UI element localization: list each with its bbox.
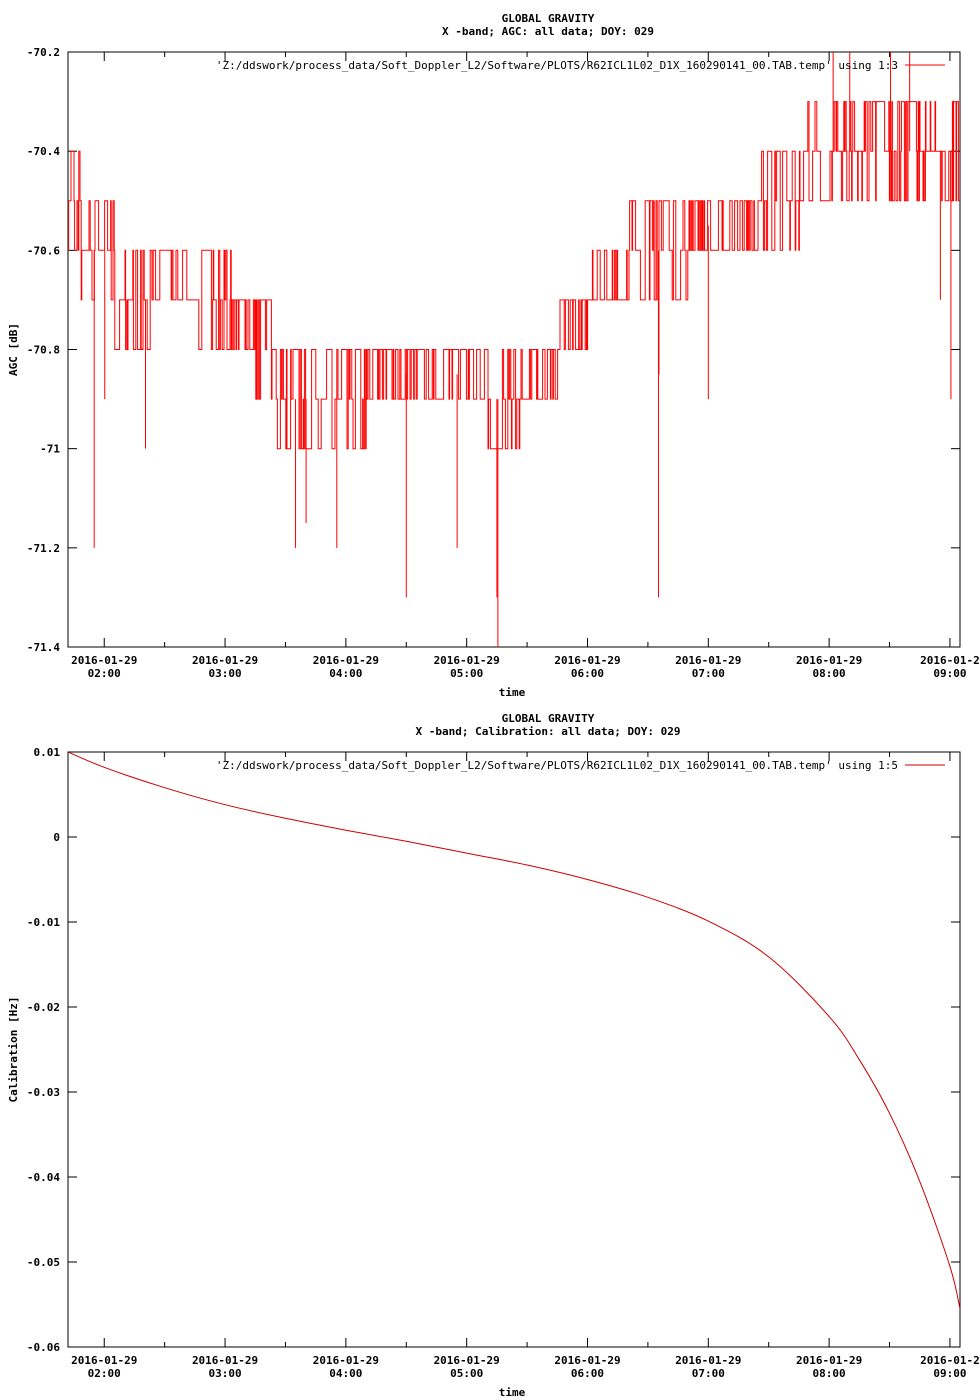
x-tick-time: 04:00 <box>329 1367 362 1380</box>
y-tick-label: 0 <box>53 831 60 844</box>
x-tick-date: 2016-01-29 <box>554 1354 620 1367</box>
x-tick-time: 05:00 <box>450 667 483 680</box>
x-tick-time: 08:00 <box>813 667 846 680</box>
x-tick-time: 07:00 <box>692 1367 725 1380</box>
x-tick-date: 2016-01-29 <box>192 1354 258 1367</box>
legend-entry-text: 'Z:/ddswork/process_data/Soft_Doppler_L2… <box>216 59 898 72</box>
x-tick-time: 03:00 <box>208 667 241 680</box>
y-tick-label: -71.2 <box>27 542 60 555</box>
x-tick-time: 02:00 <box>88 1367 121 1380</box>
chart-title: GLOBAL GRAVITY <box>502 712 595 725</box>
y-tick-label: -70.8 <box>27 344 60 357</box>
chart-title: GLOBAL GRAVITY <box>502 12 595 25</box>
y-tick-label: -70.4 <box>27 145 60 158</box>
x-tick-date: 2016-01-29 <box>434 1354 500 1367</box>
plot-frame <box>67 751 961 1348</box>
x-axis-label: time <box>499 686 526 699</box>
x-tick-date: 2016-01-29 <box>675 654 741 667</box>
x-tick-time: 08:00 <box>813 1367 846 1380</box>
y-tick-label: -0.04 <box>27 1171 60 1184</box>
y-tick-label: -70.6 <box>27 244 60 257</box>
x-tick-time: 04:00 <box>329 667 362 680</box>
x-tick-time: 06:00 <box>571 667 604 680</box>
x-tick-date: 2016-01-29 <box>71 654 137 667</box>
x-tick-date: 2016-01-29 <box>554 654 620 667</box>
y-tick-label: -0.02 <box>27 1001 60 1014</box>
x-tick-date: 2016-01-2 <box>920 1354 980 1367</box>
x-tick-time: 09:00 <box>933 1367 966 1380</box>
x-tick-date: 2016-01-29 <box>313 654 379 667</box>
x-tick-time: 07:00 <box>692 667 725 680</box>
x-tick-date: 2016-01-29 <box>313 1354 379 1367</box>
y-tick-label: -70.2 <box>27 46 60 59</box>
x-tick-date: 2016-01-29 <box>675 1354 741 1367</box>
x-tick-time: 03:00 <box>208 1367 241 1380</box>
x-tick-time: 02:00 <box>88 667 121 680</box>
chart-subtitle: X -band; AGC: all data; DOY: 029 <box>442 25 654 38</box>
y-tick-label: 0.01 <box>34 746 61 759</box>
x-tick-date: 2016-01-29 <box>71 1354 137 1367</box>
x-tick-date: 2016-01-29 <box>434 654 500 667</box>
x-tick-date: 2016-01-29 <box>192 654 258 667</box>
calibration-series-line <box>68 752 960 1309</box>
legend-entry-text: 'Z:/ddswork/process_data/Soft_Doppler_L2… <box>216 759 898 772</box>
x-tick-date: 2016-01-2 <box>920 654 980 667</box>
chart-subtitle: X -band; Calibration: all data; DOY: 029 <box>416 725 681 738</box>
x-tick-time: 06:00 <box>571 1367 604 1380</box>
y-tick-label: -0.06 <box>27 1341 60 1354</box>
x-tick-time: 05:00 <box>450 1367 483 1380</box>
x-axis-label: time <box>499 1386 526 1399</box>
x-tick-date: 2016-01-29 <box>796 654 862 667</box>
y-axis-label: AGC [dB] <box>7 323 20 376</box>
y-tick-label: -0.01 <box>27 916 60 929</box>
y-tick-label: -71.4 <box>27 641 60 654</box>
y-tick-label: -0.03 <box>27 1086 60 1099</box>
y-tick-label: -0.05 <box>27 1256 60 1269</box>
y-tick-label: -71 <box>40 443 60 456</box>
x-tick-date: 2016-01-29 <box>796 1354 862 1367</box>
x-tick-time: 09:00 <box>933 667 966 680</box>
agc-series-line <box>68 101 960 450</box>
y-axis-label: Calibration [Hz] <box>7 997 20 1103</box>
